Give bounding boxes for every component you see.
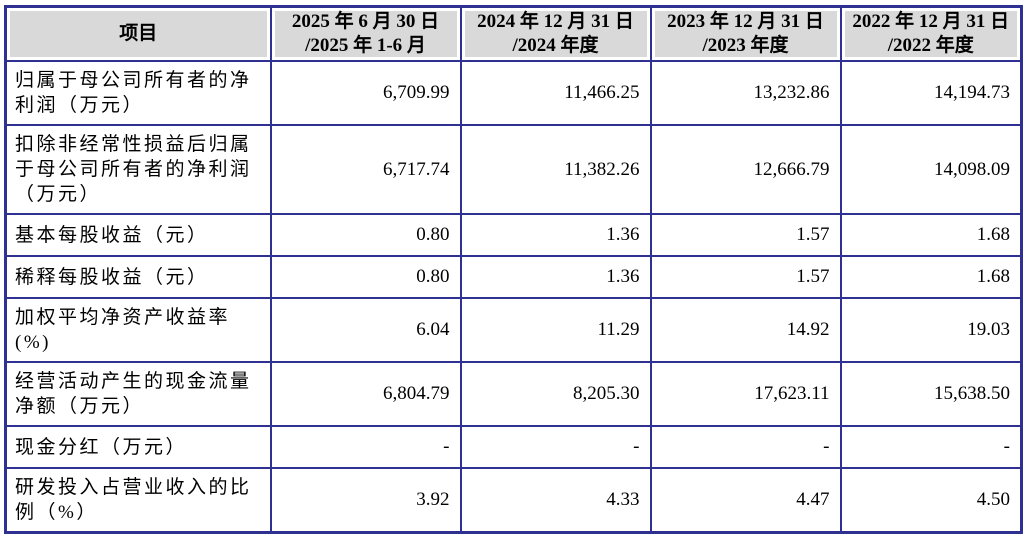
table-row-net-profit: 归属于母公司所有者的净利润（万元） 6,709.99 11,466.25 13,… <box>4 60 1023 126</box>
value-cell: 1.57 <box>649 213 842 257</box>
table-row-rd-expense-ratio: 研发投入占营业收入的比例（%） 3.92 4.33 4.47 4.50 <box>4 467 1023 534</box>
row-label: 归属于母公司所有者的净利润（万元） <box>4 60 272 126</box>
row-label: 稀释每股收益（元） <box>4 255 272 299</box>
value-cell: 8,205.30 <box>459 361 652 427</box>
value-cell: 11,382.26 <box>459 124 652 215</box>
row-label: 经营活动产生的现金流量净额（万元） <box>4 361 272 427</box>
value-cell: 1.36 <box>459 213 652 257</box>
header-cell-item: 项目 <box>4 5 272 62</box>
table-row-cash-dividend: 现金分红（万元） - - - - <box>4 425 1023 469</box>
header-cell-period-2025: 2025 年 6 月 30 日 /2025 年 1-6 月 <box>269 5 462 62</box>
value-cell: 4.33 <box>459 467 652 534</box>
value-cell: 14.92 <box>649 297 842 363</box>
value-cell: 1.68 <box>839 213 1023 257</box>
header-cell-period-2023: 2023 年 12 月 31 日 /2023 年度 <box>649 5 842 62</box>
table-row-net-profit-excl-nonrecurring: 扣除非经常性损益后归属于母公司所有者的净利润（万元） 6,717.74 11,3… <box>4 124 1023 215</box>
row-label: 现金分红（万元） <box>4 425 272 469</box>
table-row-diluted-eps: 稀释每股收益（元） 0.80 1.36 1.57 1.68 <box>4 255 1023 299</box>
value-cell: 0.80 <box>269 213 462 257</box>
financial-indicators-table: 项目 2025 年 6 月 30 日 /2025 年 1-6 月 2024 年 … <box>4 5 1023 534</box>
value-cell: 4.50 <box>839 467 1023 534</box>
header-row: 项目 2025 年 6 月 30 日 /2025 年 1-6 月 2024 年 … <box>4 5 1023 62</box>
table-row-weighted-avg-roe: 加权平均净资产收益率(%) 6.04 11.29 14.92 19.03 <box>4 297 1023 363</box>
value-cell: 19.03 <box>839 297 1023 363</box>
value-cell: 3.92 <box>269 467 462 534</box>
value-cell: 0.80 <box>269 255 462 299</box>
row-label: 基本每股收益（元） <box>4 213 272 257</box>
value-cell: 6,709.99 <box>269 60 462 126</box>
value-cell: 12,666.79 <box>649 124 842 215</box>
value-cell: 1.36 <box>459 255 652 299</box>
row-label: 研发投入占营业收入的比例（%） <box>4 467 272 534</box>
value-cell: 6.04 <box>269 297 462 363</box>
value-cell: 17,623.11 <box>649 361 842 427</box>
value-cell: 11,466.25 <box>459 60 652 126</box>
value-cell: 14,098.09 <box>839 124 1023 215</box>
value-cell: - <box>269 425 462 469</box>
value-cell: 15,638.50 <box>839 361 1023 427</box>
value-cell: 6,717.74 <box>269 124 462 215</box>
value-cell: 1.68 <box>839 255 1023 299</box>
value-cell: 1.57 <box>649 255 842 299</box>
value-cell: - <box>649 425 842 469</box>
table-row-operating-cash-flow: 经营活动产生的现金流量净额（万元） 6,804.79 8,205.30 17,6… <box>4 361 1023 427</box>
table-row-basic-eps: 基本每股收益（元） 0.80 1.36 1.57 1.68 <box>4 213 1023 257</box>
header-cell-period-2022: 2022 年 12 月 31 日 /2022 年度 <box>839 5 1023 62</box>
row-label: 加权平均净资产收益率(%) <box>4 297 272 363</box>
value-cell: 13,232.86 <box>649 60 842 126</box>
value-cell: 11.29 <box>459 297 652 363</box>
value-cell: - <box>839 425 1023 469</box>
value-cell: 4.47 <box>649 467 842 534</box>
value-cell: 14,194.73 <box>839 60 1023 126</box>
value-cell: - <box>459 425 652 469</box>
row-label: 扣除非经常性损益后归属于母公司所有者的净利润（万元） <box>4 124 272 215</box>
header-cell-period-2024: 2024 年 12 月 31 日 /2024 年度 <box>459 5 652 62</box>
value-cell: 6,804.79 <box>269 361 462 427</box>
